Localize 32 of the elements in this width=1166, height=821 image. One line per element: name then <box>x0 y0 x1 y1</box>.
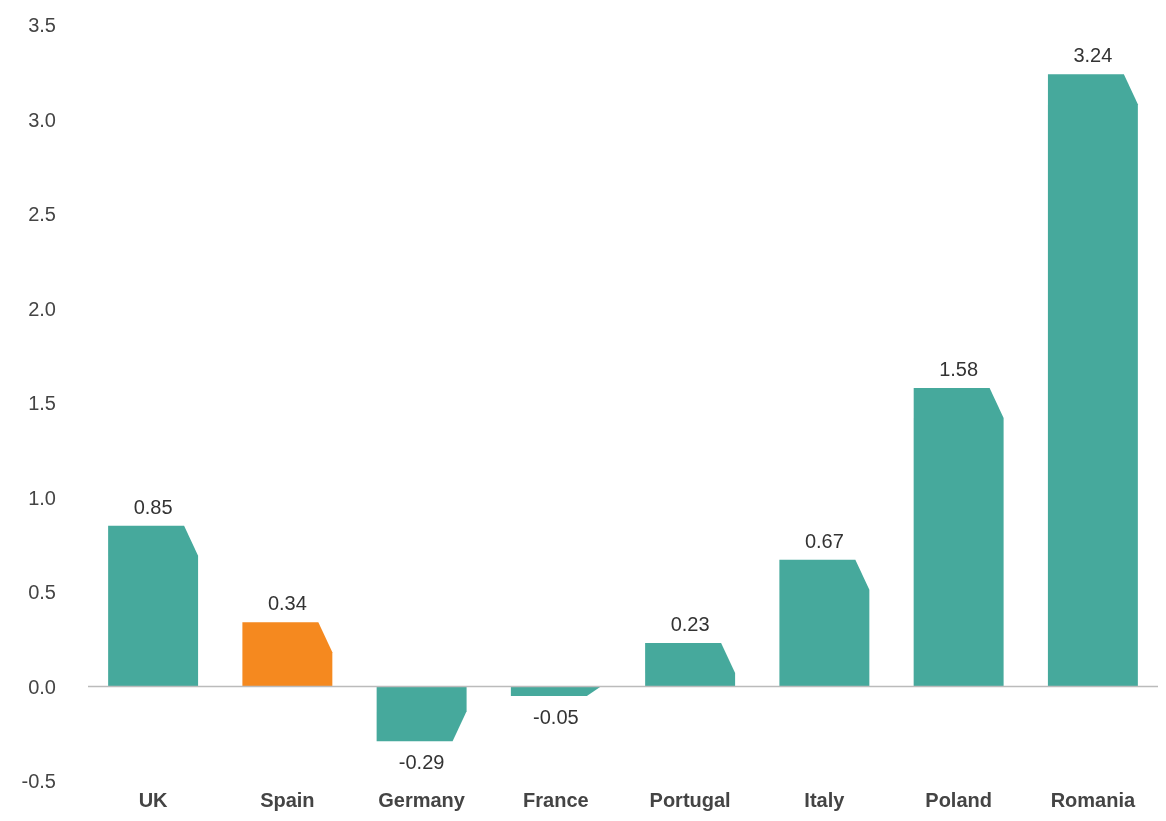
x-tick-label: UK <box>138 789 169 811</box>
x-tick-label: Italy <box>804 789 846 811</box>
data-label: -0.05 <box>533 705 579 728</box>
bar <box>242 622 333 687</box>
bar <box>1047 74 1138 687</box>
data-label: -0.29 <box>398 751 445 774</box>
x-tick-label: Germany <box>378 789 466 811</box>
bar <box>645 643 736 687</box>
x-tick-label: Romania <box>1050 789 1136 811</box>
y-tick-label: 2.5 <box>28 203 56 225</box>
y-tick-label: 1.0 <box>28 486 56 509</box>
bar <box>779 559 870 687</box>
y-tick-label: 0.5 <box>28 581 56 603</box>
data-label: 0.34 <box>267 592 307 615</box>
y-tick-label: 3.0 <box>28 108 56 131</box>
data-label: 0.23 <box>670 613 710 636</box>
bar <box>376 686 467 742</box>
data-label: 1.58 <box>939 357 979 380</box>
x-tick-label: Portugal <box>649 789 731 811</box>
data-label: 0.85 <box>133 495 173 518</box>
bar <box>108 525 199 687</box>
y-tick-label: 3.5 <box>28 14 56 36</box>
y-tick-label: 2.0 <box>28 297 56 320</box>
y-tick-label: -0.5 <box>21 770 56 792</box>
data-label: 0.67 <box>804 529 844 552</box>
data-label: 3.24 <box>1073 44 1113 67</box>
x-tick-label: Spain <box>260 789 315 811</box>
y-tick-label: 1.5 <box>28 392 56 414</box>
x-tick-label: France <box>523 789 589 811</box>
y-tick-label: 0.0 <box>28 675 56 698</box>
x-tick-label: Poland <box>925 789 992 811</box>
bar <box>913 387 1004 687</box>
